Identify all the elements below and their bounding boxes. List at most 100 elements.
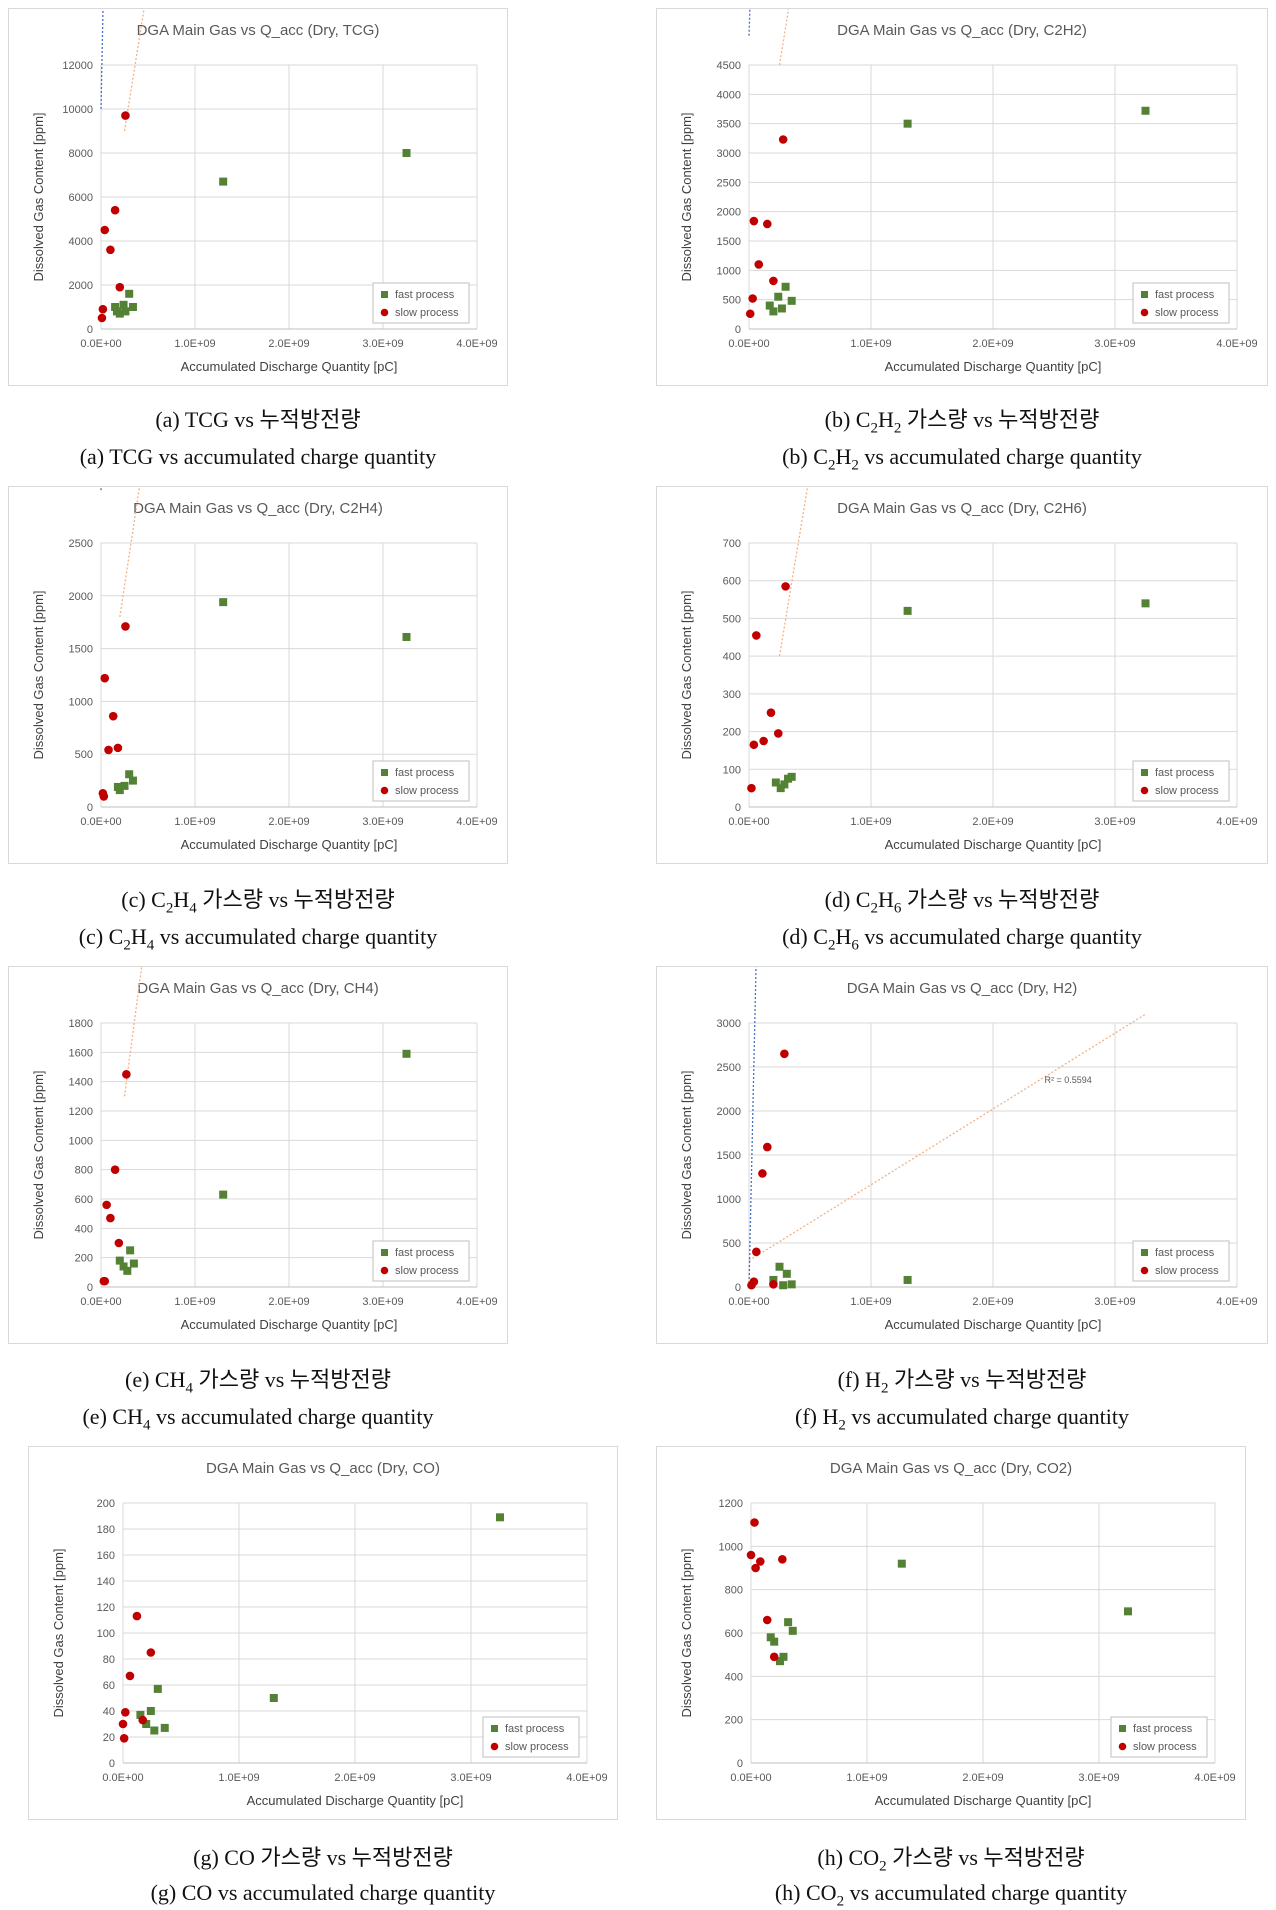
x-axis-label: Accumulated Discharge Quantity [pC] — [181, 1317, 398, 1332]
caption-prefix: (h) CO — [774, 1880, 837, 1905]
slow-process-point — [114, 1238, 124, 1248]
legend-label: slow process — [1155, 307, 1219, 319]
figure-panel: DGA Main Gas vs Q_acc (Dry, C2H4) 0 500 100… — [8, 486, 508, 953]
slow-process-point — [106, 1213, 115, 1223]
fast-process-point — [771, 778, 780, 787]
fast-process-point — [119, 300, 128, 309]
slow-process-point — [749, 216, 759, 226]
caption-suffix: 가스량 vs 누적방전량 — [193, 1367, 391, 1392]
caption-prefix: (a) TCG vs — [155, 407, 260, 432]
fast-process-point — [774, 292, 783, 301]
y-tick-label: 1000 — [717, 1194, 741, 1206]
y-tick-label: 40 — [103, 1706, 115, 1718]
legend — [372, 282, 470, 324]
chart-title: DGA Main Gas vs Q_acc (Dry, TCG) — [137, 22, 380, 39]
x-tick-label: 1.0E+09 — [174, 816, 215, 828]
y-tick-label: 500 — [723, 613, 741, 625]
slow-process-point — [146, 1648, 156, 1657]
x-tick-label: 3.0E+09 — [1078, 1772, 1119, 1784]
y-tick-label: 700 — [723, 538, 741, 550]
x-tick-label: 4.0E+09 — [1216, 816, 1257, 828]
caption-suffix: vs accumulated charge quantity — [844, 1880, 1128, 1905]
y-tick-label: 1200 — [69, 1106, 93, 1118]
fast-process-point — [128, 776, 137, 785]
slow-process-point — [763, 219, 772, 229]
legend-label: slow process — [395, 785, 459, 797]
fast-process-point — [781, 282, 790, 291]
fast-process-point — [1124, 1607, 1132, 1616]
fast-process-point — [115, 1256, 124, 1265]
figure-caption-korean: (d) C2H6 가스량 vs 누적방전량 — [656, 882, 1268, 917]
slow-process-point — [104, 745, 113, 755]
legend-label: fast process — [505, 1723, 565, 1735]
chart-title: DGA Main Gas vs Q_acc (Dry, CO) — [206, 1460, 440, 1477]
scatter-chart: DGA Main Gas vs Q_acc (Dry, C2H6) 0 100 200… — [679, 487, 1258, 852]
legend-marker-square — [381, 1249, 388, 1256]
legend-label: fast process — [395, 1247, 455, 1259]
y-tick-label: 4500 — [717, 60, 741, 72]
x-axis-label: Accumulated Discharge Quantity [pC] — [181, 837, 398, 852]
y-tick-label: 4000 — [69, 236, 93, 248]
chart-frame: DGA Main Gas vs Q_acc (Dry, C2H2) 0 500 100… — [656, 8, 1268, 386]
fast-process-point — [121, 307, 130, 316]
y-axis-label: Dissolved Gas Content [ppm] — [679, 112, 694, 281]
y-tick-label: 400 — [723, 651, 741, 663]
x-tick-label: 4.0E+09 — [566, 1772, 607, 1784]
y-tick-label: 1000 — [717, 265, 741, 277]
legend-marker-square — [381, 291, 388, 298]
x-tick-label: 4.0E+09 — [456, 1296, 497, 1308]
legend-marker-square — [1141, 1249, 1148, 1256]
y-tick-label: 1600 — [69, 1047, 93, 1059]
figure-panel: DGA Main Gas vs Q_acc (Dry, C2H2) 0 500 100… — [656, 8, 1268, 473]
x-axis-label: Accumulated Discharge Quantity [pC] — [875, 1793, 1092, 1808]
figure-panel: DGA Main Gas vs Q_acc (Dry, H2) 0 500 1000 1… — [656, 966, 1268, 1433]
slow-process-point — [781, 582, 790, 591]
legend-label: slow process — [505, 1741, 569, 1753]
fast-process-point — [777, 304, 786, 313]
x-tick-label: 2.0E+09 — [972, 1296, 1013, 1308]
x-tick-label: 2.0E+09 — [962, 1772, 1003, 1784]
figure-panel: DGA Main Gas vs Q_acc (Dry, CO) 0 20 40 60 80… — [28, 1446, 618, 1905]
legend — [372, 1240, 470, 1282]
caption-prefix: (a) TCG vs accumulated charge quantity — [79, 444, 437, 469]
fast-process-point — [402, 149, 411, 157]
slow-process-point — [749, 740, 759, 750]
fast-process-point — [787, 1280, 796, 1289]
fast-process-point — [219, 177, 228, 186]
caption-formula: 2H6 — [870, 887, 902, 917]
fast-process-point — [120, 781, 129, 790]
fast-process-point — [765, 301, 774, 310]
x-tick-label: 3.0E+09 — [1094, 816, 1135, 828]
y-tick-label: 200 — [75, 1253, 93, 1265]
fast-process-point — [770, 1637, 779, 1646]
y-tick-label: 120 — [97, 1602, 115, 1614]
y-tick-label: 2500 — [69, 538, 93, 550]
fast-process-point — [219, 598, 228, 607]
slow-process-point — [751, 1563, 760, 1573]
chart-title: DGA Main Gas vs Q_acc (Dry, C2H4) — [133, 500, 383, 517]
x-tick-label: 2.0E+09 — [334, 1772, 375, 1784]
slow-process-point — [773, 729, 783, 738]
caption-suffix: vs accumulated charge quantity — [154, 924, 438, 949]
legend — [1132, 760, 1230, 802]
x-tick-label: 4.0E+09 — [1216, 1296, 1257, 1308]
figure-caption-korean: (c) C2H4 가스량 vs 누적방전량 — [8, 882, 508, 917]
caption-prefix: (c) C — [78, 924, 124, 949]
y-tick-label: 0 — [87, 1282, 93, 1294]
slow-process-point — [110, 1165, 120, 1174]
legend-marker-square — [1119, 1725, 1126, 1732]
caption-formula: 2 — [880, 1380, 889, 1397]
legend-marker-circle — [380, 786, 389, 795]
slow-process-point — [100, 1276, 110, 1286]
y-tick-label: 600 — [723, 576, 741, 588]
x-tick-label: 1.0E+09 — [850, 816, 891, 828]
figure-caption-korean: (f) H2 가스량 vs 누적방전량 — [656, 1362, 1268, 1397]
slow-trendline — [748, 967, 757, 1288]
chart-frame: DGA Main Gas vs Q_acc (Dry, H2) 0 500 1000 1… — [656, 966, 1268, 1344]
fast-process-point — [787, 772, 796, 781]
x-tick-label: 4.0E+09 — [456, 816, 497, 828]
slow-process-point — [746, 1550, 756, 1560]
slow-process-point — [754, 260, 764, 269]
y-tick-label: 100 — [723, 764, 741, 776]
x-tick-label: 0.0E+00 — [80, 1296, 121, 1308]
